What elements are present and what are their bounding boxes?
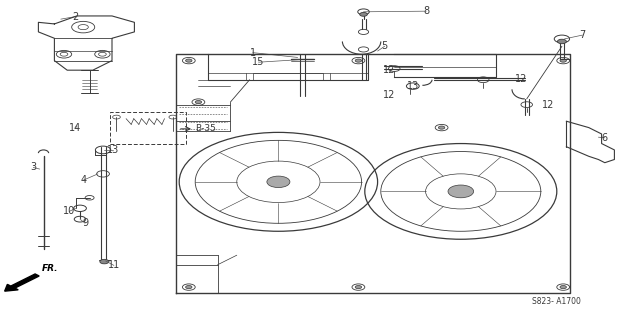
Text: 13: 13 [107,145,120,155]
Circle shape [100,259,109,264]
Text: 11: 11 [108,260,120,271]
Text: 5: 5 [381,41,388,51]
Text: 9: 9 [82,218,88,228]
Text: 8: 8 [423,6,429,16]
Bar [253,73,323,80]
Text: 12: 12 [515,74,528,84]
Circle shape [195,100,202,104]
Circle shape [186,59,192,62]
Circle shape [360,12,367,16]
Circle shape [355,59,362,62]
Text: 12: 12 [383,65,396,75]
Text: 13: 13 [406,81,419,91]
Text: 10: 10 [63,206,76,217]
Text: 2: 2 [72,11,79,22]
Text: 14: 14 [69,123,82,133]
Text: B-35: B-35 [195,124,216,133]
Circle shape [448,185,474,198]
Text: 4: 4 [80,175,86,185]
FancyArrow shape [4,274,39,291]
Circle shape [557,39,566,44]
Circle shape [267,176,290,188]
Text: 12: 12 [541,100,554,110]
Circle shape [438,126,445,129]
Text: S823- A1700: S823- A1700 [532,297,581,306]
Circle shape [560,286,566,289]
Circle shape [186,286,192,289]
Text: 3: 3 [30,162,36,173]
Text: 7: 7 [579,30,586,40]
Text: FR.: FR. [42,264,58,273]
Text: 12: 12 [383,90,396,100]
Circle shape [560,59,566,62]
Circle shape [355,286,362,289]
Text: 6: 6 [602,133,608,143]
Text: 15: 15 [252,57,265,67]
Bar [110,112,186,144]
Text: 1: 1 [250,48,256,58]
